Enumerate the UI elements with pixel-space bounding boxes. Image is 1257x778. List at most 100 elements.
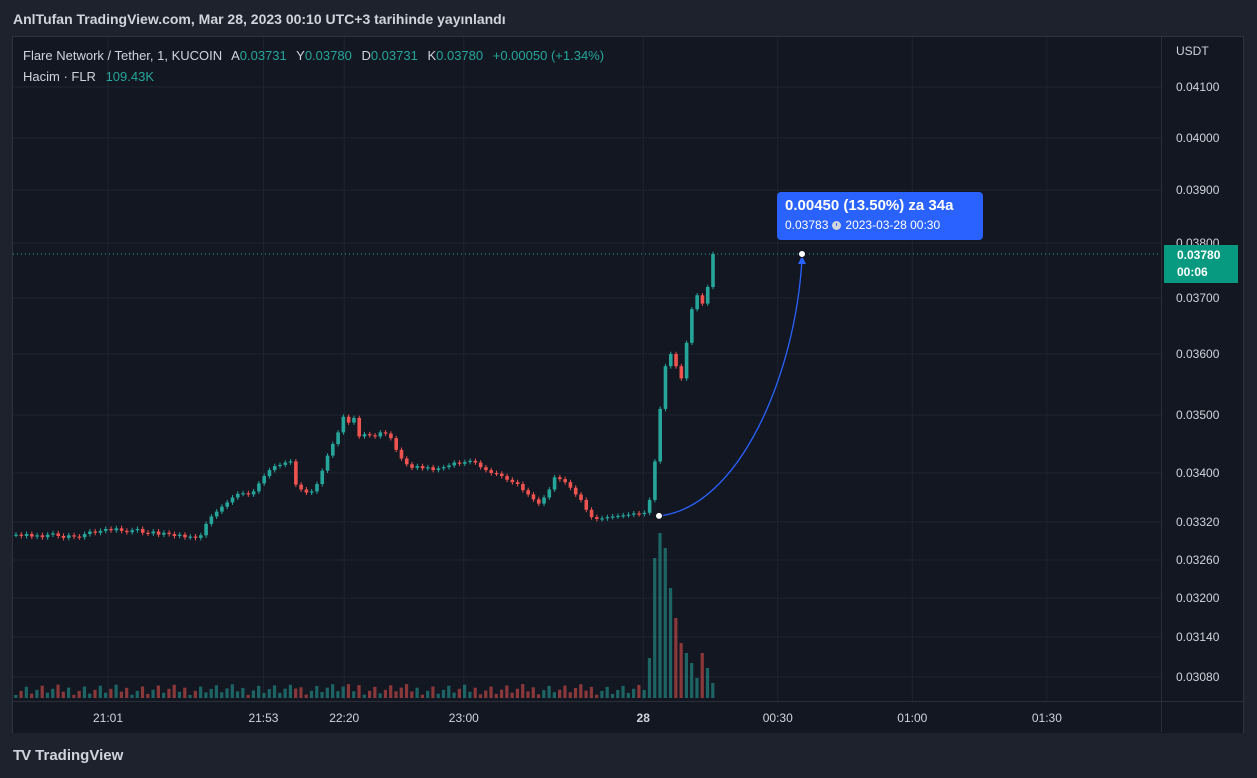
volume-bar xyxy=(283,688,287,698)
candle-body xyxy=(56,533,61,536)
volume-bar xyxy=(431,686,435,698)
candle-body xyxy=(114,528,119,531)
price-axis[interactable] xyxy=(1161,37,1243,701)
candle-body xyxy=(684,342,689,379)
volume-bar xyxy=(367,690,372,698)
measure-end-point xyxy=(798,250,806,258)
volume-bar xyxy=(626,692,630,698)
volume-bar xyxy=(193,690,197,698)
candle-body xyxy=(621,515,626,517)
volume-bar xyxy=(489,686,493,698)
volume-bar xyxy=(420,694,424,698)
volume-bar xyxy=(77,690,81,698)
high-value: 0.03780 xyxy=(304,48,352,63)
candle-body xyxy=(235,493,240,498)
measure-start-point xyxy=(655,511,663,520)
measure-arrowhead xyxy=(798,256,806,264)
volume-bar xyxy=(352,691,356,698)
candle-body xyxy=(30,534,34,537)
volume-bar xyxy=(183,687,187,698)
volume-bar xyxy=(426,690,430,698)
tradingview-brand[interactable]: TV TradingView xyxy=(13,747,123,764)
x-tick-label: 00:30 xyxy=(763,711,793,725)
volume-bar xyxy=(67,687,71,698)
volume-label[interactable]: Hacim · FLR xyxy=(23,69,96,84)
candle-body xyxy=(463,461,467,464)
candle-body xyxy=(119,528,124,531)
time-axis[interactable] xyxy=(13,701,1243,733)
volume-bar xyxy=(468,691,472,698)
candle-body xyxy=(230,497,235,503)
volume-bars xyxy=(14,533,715,698)
candle-body xyxy=(278,464,282,467)
chart-panel[interactable] xyxy=(13,37,1161,701)
volume-bar xyxy=(658,533,662,698)
candle-body xyxy=(558,477,562,480)
volume-bar xyxy=(146,693,150,698)
volume-bar xyxy=(579,684,583,698)
volume-bar xyxy=(399,687,403,698)
candle-body xyxy=(51,533,55,535)
candle-body xyxy=(674,354,678,367)
candle-body xyxy=(109,528,113,531)
symbol-title[interactable]: Flare Network / Tether, 1, KUCOIN xyxy=(23,48,223,63)
candle-body xyxy=(600,518,604,520)
volume-bar xyxy=(621,685,625,698)
y-tick-label: 0.04000 xyxy=(1176,131,1220,145)
candle-body xyxy=(45,534,50,538)
candle-body xyxy=(679,366,684,379)
volume-bar xyxy=(494,693,498,698)
volume-bar xyxy=(278,692,282,698)
currency-label[interactable]: USDT xyxy=(1176,44,1209,58)
candle-body xyxy=(40,535,45,538)
candle-body xyxy=(653,461,657,500)
volume-bar xyxy=(325,687,329,698)
volume-bar xyxy=(542,690,546,698)
volume-bar xyxy=(610,693,615,698)
y-tick-label: 0.03140 xyxy=(1176,630,1220,644)
candle-body xyxy=(668,354,673,367)
clock-icon xyxy=(832,220,842,230)
candle-body xyxy=(515,482,520,485)
volume-bar xyxy=(674,618,678,698)
y-tick-label: 0.04100 xyxy=(1176,80,1220,94)
candle-body xyxy=(647,499,652,513)
measure-tooltip: 0.00450 (13.50%) za 34a 0.03783 2023-03-… xyxy=(777,192,983,240)
candle-body xyxy=(346,416,351,423)
volume-bar xyxy=(246,694,250,698)
candle-body xyxy=(410,464,414,468)
volume-bar xyxy=(463,684,467,698)
volume-bar xyxy=(573,688,578,698)
candle-body xyxy=(510,479,515,483)
volume-bar xyxy=(251,690,256,698)
volume-bar xyxy=(172,684,176,698)
candle-body xyxy=(257,483,261,492)
candle-body xyxy=(478,462,483,468)
volume-bar xyxy=(299,687,303,698)
volume-bar xyxy=(563,685,567,698)
volume-bar xyxy=(589,686,593,698)
candle-body xyxy=(199,535,203,538)
volume-bar xyxy=(30,693,34,698)
volume-bar xyxy=(119,691,124,698)
candle-body xyxy=(331,444,335,456)
volume-bar xyxy=(679,643,683,698)
candle-body xyxy=(695,295,699,310)
candle-body xyxy=(494,473,499,475)
close-value: 0.03780 xyxy=(436,48,484,63)
volume-bar xyxy=(447,685,451,698)
candle-body xyxy=(658,408,662,462)
candle-body xyxy=(452,462,457,466)
tradingview-wordmark: TradingView xyxy=(35,747,124,764)
volume-bar xyxy=(151,689,155,698)
candle-body xyxy=(589,509,594,518)
volume-bar xyxy=(700,653,704,698)
candle-body xyxy=(294,461,298,485)
candle-body xyxy=(383,432,388,434)
candle-body xyxy=(88,531,92,535)
candle-body xyxy=(584,499,589,510)
candle-body xyxy=(378,432,383,437)
bar-countdown: 00:06 xyxy=(1177,265,1208,279)
candle-body xyxy=(526,490,530,495)
